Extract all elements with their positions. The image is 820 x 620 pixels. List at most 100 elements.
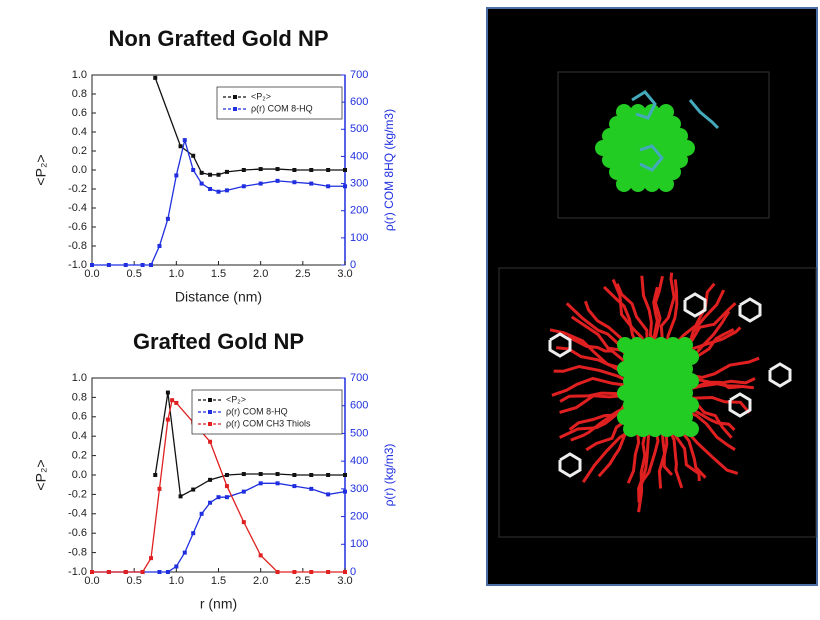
x-tick-label: 1.0 [169, 575, 184, 587]
gold-atom [644, 176, 660, 192]
y-tick-label: 0.4 [72, 126, 87, 138]
data-point [326, 473, 330, 477]
y2-tick-label: 300 [350, 483, 368, 495]
series-line [92, 140, 345, 265]
x-tick-label: 1.5 [211, 575, 226, 587]
data-point [157, 570, 161, 574]
data-point [242, 472, 246, 476]
y2-tick-label: 400 [350, 150, 368, 162]
y-tick-label: -0.4 [68, 202, 87, 214]
data-point [208, 440, 212, 444]
data-point [217, 173, 221, 177]
data-point [174, 564, 178, 568]
data-point [208, 501, 212, 505]
legend-label: ρ(r) COM 8-HQ [251, 103, 313, 113]
y-axis-label: <P₂> [33, 459, 49, 490]
data-point [141, 570, 145, 574]
y-tick-label: 0.8 [72, 88, 87, 100]
data-point [292, 168, 296, 172]
y2-tick-label: 700 [350, 69, 368, 81]
data-point [276, 472, 280, 476]
data-point [276, 481, 280, 485]
x-axis-label: r (nm) [200, 596, 237, 612]
data-point [225, 495, 229, 499]
data-point [343, 184, 347, 188]
data-point [259, 481, 263, 485]
y2-tick-label: 700 [350, 372, 368, 384]
y-tick-label: -0.4 [68, 508, 87, 520]
data-point [200, 171, 204, 175]
y2-tick-label: 500 [350, 123, 368, 135]
data-point [90, 570, 94, 574]
data-point [191, 154, 195, 158]
data-point [208, 187, 212, 191]
x-tick-label: 2.5 [295, 268, 310, 280]
data-point [292, 473, 296, 477]
y-tick-label: -0.8 [68, 240, 87, 252]
data-point [225, 473, 229, 477]
y2-tick-label: 100 [350, 538, 368, 550]
data-point [326, 570, 330, 574]
x-tick-label: 2.0 [253, 268, 268, 280]
data-point [259, 167, 263, 171]
data-point [343, 570, 347, 574]
y2-tick-label: 200 [350, 510, 368, 522]
y-tick-label: 0.6 [72, 107, 87, 119]
data-point [276, 179, 280, 183]
x-tick-label: 1.5 [211, 268, 226, 280]
y-tick-label: 1.0 [72, 372, 87, 384]
data-point [153, 473, 157, 477]
y2-tick-label: 500 [350, 427, 368, 439]
y-tick-label: 0.0 [72, 469, 87, 481]
data-point [183, 551, 187, 555]
data-point [153, 76, 157, 80]
data-point [292, 180, 296, 184]
y2-tick-label: 100 [350, 232, 368, 244]
panel-background [487, 8, 817, 585]
data-point [191, 168, 195, 172]
legend-label: <P₂> [251, 91, 271, 101]
y-tick-label: 0.2 [72, 145, 87, 157]
data-point [343, 490, 347, 494]
data-point [157, 244, 161, 248]
data-point [242, 520, 246, 524]
data-point [292, 484, 296, 488]
data-point [166, 570, 170, 574]
y2-tick-label: 200 [350, 205, 368, 217]
data-point [242, 490, 246, 494]
chart-title: Grafted Gold NP [133, 329, 304, 354]
data-point [292, 570, 296, 574]
data-point [157, 487, 161, 491]
y-tick-label: 0.2 [72, 450, 87, 462]
y2-tick-label: 600 [350, 400, 368, 412]
data-point [107, 263, 111, 267]
data-point [166, 391, 170, 395]
y2-tick-label: 0 [350, 259, 356, 271]
simulation-panel [487, 8, 817, 585]
data-point [309, 168, 313, 172]
y-tick-label: -0.2 [68, 183, 87, 195]
data-point [141, 263, 145, 267]
data-point [225, 484, 229, 488]
data-point [242, 184, 246, 188]
gold-atom [630, 176, 646, 192]
data-point [276, 167, 280, 171]
data-point [124, 263, 128, 267]
y-tick-label: 0.6 [72, 411, 87, 423]
x-tick-label: 0.5 [127, 268, 142, 280]
data-point [174, 173, 178, 177]
data-point [166, 418, 170, 422]
data-point [179, 144, 183, 148]
data-point [166, 217, 170, 221]
data-point [90, 263, 94, 267]
data-point [200, 182, 204, 186]
data-point [259, 553, 263, 557]
legend-marker [208, 422, 212, 426]
data-point [107, 570, 111, 574]
figure: Non Grafted Gold NP0.00.51.01.52.02.53.0… [0, 0, 820, 615]
data-point [124, 570, 128, 574]
legend-marker [208, 410, 212, 414]
gold-atom [616, 176, 632, 192]
y-tick-label: -0.8 [68, 547, 87, 559]
data-point [200, 512, 204, 516]
